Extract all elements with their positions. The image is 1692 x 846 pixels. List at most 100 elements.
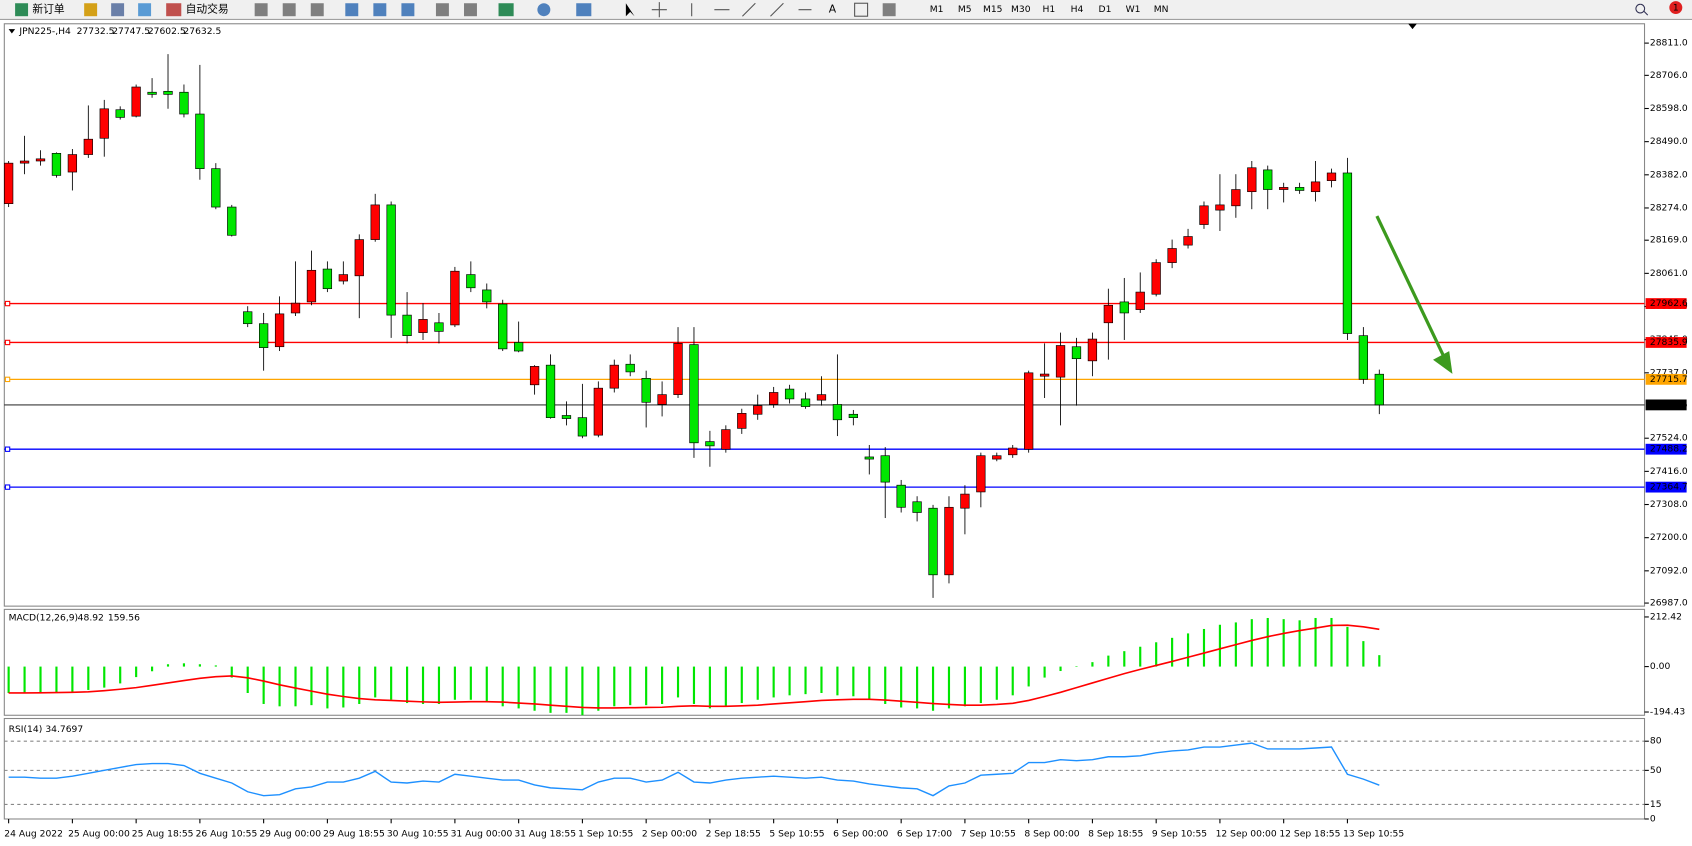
y-tick-label: 27200.0 [1650,532,1688,543]
y-tick-label: 15 [1650,799,1662,810]
search-icon[interactable] [1635,3,1649,16]
candle-body [227,206,237,236]
candle-body [1055,345,1066,378]
candle-body [1119,301,1129,314]
y-tick-label: 28274.0 [1650,202,1688,213]
candle-body [274,313,285,348]
timeframe-button[interactable]: MN [1154,4,1169,15]
candle-body [673,343,683,395]
timeframe-button[interactable]: H1 [1043,4,1056,15]
candle-body [1039,373,1050,377]
timeframe-button[interactable]: M15 [983,4,1003,15]
candle-body [498,303,508,350]
timeframe-button[interactable]: M30 [1011,4,1031,15]
zoom-out[interactable] [373,3,387,17]
toolbar-icon[interactable] [138,3,152,17]
x-tick-label: 2 Sep 00:00 [642,829,697,840]
macd-value: 48.92 [78,613,104,624]
candle-body [800,398,811,407]
notification-badge[interactable] [1669,1,1683,15]
candle-body [816,394,827,401]
tool-icon[interactable] [310,3,324,17]
x-tick-label: 13 Sep 10:55 [1343,829,1404,840]
candle-body [1279,187,1289,190]
candle-body [1199,205,1209,225]
auto-trading-button[interactable]: 自动交易 [186,3,229,16]
timeframe-button[interactable]: D1 [1099,4,1112,15]
candle-body [992,455,1002,460]
timeframe-button[interactable]: M1 [930,4,944,15]
line-handle [4,446,11,452]
indicator-title: MACD(12,26,9) [9,613,79,624]
tool-icon[interactable] [254,3,268,17]
tool-icon[interactable] [282,3,296,17]
candle-body [147,91,157,95]
y-tick-label: 0 [1650,813,1656,824]
candle-body [737,413,747,429]
x-tick-label: 12 Sep 18:55 [1279,829,1340,840]
candle-body [769,392,779,405]
candle-body [1294,187,1305,191]
candle-body [1103,304,1113,324]
toolbar-icon[interactable] [111,3,125,17]
toolbar-icon[interactable] [84,3,98,17]
shapes-tool[interactable] [882,3,896,17]
templates[interactable] [576,3,592,17]
line-tools[interactable] [691,2,812,17]
candle-body [466,274,476,289]
price-label-box [1645,298,1687,309]
x-tick-label: 7 Sep 10:55 [961,829,1016,840]
crosshair-tool[interactable] [651,2,667,18]
candle-body [657,394,667,405]
auto-trading-icon[interactable] [166,3,182,17]
x-tick-label: 29 Aug 00:00 [259,829,321,840]
tool-icon[interactable] [464,3,477,17]
chart-shift-marker [1408,23,1417,30]
price-label: 27364.7 [1650,482,1688,493]
timeframe-button[interactable]: W1 [1126,4,1141,15]
x-tick-label: 8 Sep 18:55 [1088,829,1143,840]
candle-body [115,109,125,118]
candle-body [976,455,986,493]
label-tool[interactable] [854,2,869,17]
candle-body [577,417,588,437]
x-tick-label: 2 Sep 18:55 [706,829,761,840]
tool-icon[interactable] [435,3,449,17]
candle-body [243,311,253,325]
price-label: 27835.9 [1650,337,1688,348]
zoom-in[interactable] [345,3,359,17]
annotation-arrow [1375,215,1453,374]
candle-body [322,268,333,290]
arrow-shaft [1375,215,1446,358]
candle-body [514,342,524,352]
candle-body [418,319,428,333]
symbol-menu-icon[interactable] [8,29,16,34]
candle-body [67,154,78,173]
candle-body [35,158,46,162]
periods[interactable] [537,3,551,17]
timeframe-button[interactable]: H4 [1071,4,1084,15]
new-order-icon[interactable] [15,3,29,17]
candle-body [259,323,269,348]
y-tick-label: 28169.0 [1650,235,1688,246]
candle-body [163,90,173,95]
candle-body [864,456,874,460]
price-label-box [1645,481,1687,493]
y-tick-label: 28382.0 [1650,169,1688,180]
y-tick-label: 27737.0 [1650,367,1688,378]
price-label-box [1645,337,1687,348]
candle-body [689,344,699,444]
candle-body [1008,447,1018,456]
indicators[interactable] [498,3,514,17]
signal-value: 159.56 [108,613,140,624]
tile-windows[interactable] [401,3,415,17]
new-order-button[interactable]: 新订单 [32,3,65,16]
candle-body [848,413,858,418]
y-tick-label: 28490.0 [1650,136,1688,147]
macd-panel [3,608,1646,716]
toolbar-tools: A [254,2,896,18]
timeframe-button[interactable]: M5 [958,4,972,15]
text-tool[interactable]: A [829,3,837,16]
y-tick-label: 27524.0 [1650,433,1688,444]
